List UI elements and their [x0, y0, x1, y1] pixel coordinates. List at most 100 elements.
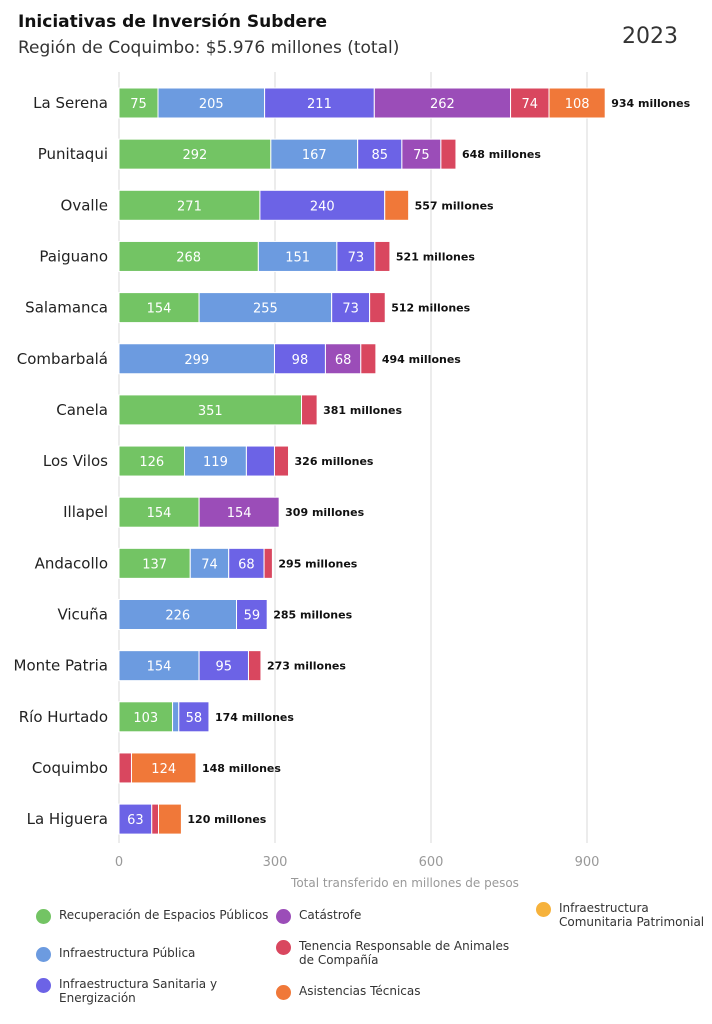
- category-label: Illapel: [63, 503, 108, 521]
- category-label: Los Vilos: [43, 452, 108, 470]
- bar-segment: [118, 547, 191, 579]
- bar-segment: [259, 189, 386, 221]
- total-label: 295 millones: [278, 557, 357, 570]
- total-label: 326 millones: [295, 455, 374, 468]
- x-axis-label: Total transferido en millones de pesos: [290, 876, 519, 890]
- chart-legend: Recuperación de Espacios Públicos Catást…: [36, 898, 712, 1018]
- legend-swatch: [276, 909, 291, 924]
- bar-segment: [130, 752, 197, 784]
- bar-segment: [172, 701, 180, 733]
- data-label: 95: [216, 660, 233, 675]
- data-label: 74: [522, 97, 539, 112]
- data-label: 73: [348, 250, 365, 265]
- category-label: Río Hurtado: [19, 708, 108, 726]
- legend-swatch: [36, 978, 51, 993]
- total-label: 521 millones: [396, 250, 475, 263]
- legend-swatch: [36, 909, 51, 924]
- bar-segment: [369, 292, 386, 324]
- data-label: 268: [176, 250, 201, 265]
- total-label: 148 millones: [202, 762, 281, 775]
- x-tick-label: 300: [263, 855, 288, 870]
- bar-segment: [373, 87, 512, 119]
- legend-item: Infraestructura Sanitaria y Energización: [36, 977, 236, 1005]
- category-label: Paiguano: [39, 247, 108, 265]
- legend-item: Asistencias Técnicas: [276, 984, 506, 1000]
- data-label: 75: [130, 97, 147, 112]
- bar-segment: [118, 189, 261, 221]
- category-label: Andacollo: [35, 554, 108, 572]
- data-label: 240: [310, 199, 335, 214]
- bar-segment: [548, 87, 606, 119]
- stacked-bar-chart: 0 300 600 900 Total transferido en millones …: [14, 72, 691, 890]
- data-label: 75: [413, 148, 430, 163]
- bar-segment: [263, 547, 273, 579]
- bar-segment: [270, 138, 359, 170]
- data-label: 154: [147, 506, 172, 521]
- legend-swatch: [276, 940, 291, 955]
- bar-segment: [236, 599, 268, 630]
- bar-segment: [151, 803, 160, 835]
- data-label: 351: [198, 404, 223, 419]
- bar-segment: [228, 547, 265, 579]
- total-label: 494 millones: [382, 353, 461, 366]
- total-label: 273 millones: [267, 660, 346, 673]
- bar-segment: [118, 240, 259, 272]
- bar-segment: [374, 240, 391, 272]
- bar-segment: [198, 292, 333, 324]
- data-label: 124: [151, 762, 176, 777]
- data-label: 85: [372, 148, 389, 163]
- legend-label: Tenencia Responsable de Animales de Comp…: [299, 939, 510, 967]
- data-label: 68: [238, 557, 255, 572]
- total-label: 512 millones: [391, 302, 470, 315]
- category-label: La Higuera: [27, 810, 108, 828]
- total-label: 934 millones: [611, 97, 690, 110]
- data-label: 271: [177, 199, 202, 214]
- legend-item: Recuperación de Espacios Públicos: [36, 908, 276, 924]
- bar-segment: [264, 87, 375, 119]
- data-label: 108: [565, 97, 590, 112]
- data-label: 151: [285, 250, 310, 265]
- data-label: 126: [139, 455, 164, 470]
- bar-segment: [118, 701, 174, 733]
- bar-segment: [118, 803, 153, 835]
- x-tick-label: 0: [115, 855, 123, 870]
- bar-segment: [178, 701, 210, 733]
- data-label: 74: [201, 557, 218, 572]
- data-label: 255: [253, 302, 278, 317]
- data-label: 73: [342, 302, 359, 317]
- chart-title: Iniciativas de Inversión Subdere: [18, 12, 327, 32]
- data-label: 167: [302, 148, 327, 163]
- bar-segment: [401, 138, 442, 170]
- data-label: 154: [147, 660, 172, 675]
- chart-subtitle: Región de Coquimbo: $5.976 millones (tot…: [18, 38, 400, 58]
- bar-segment: [118, 138, 272, 170]
- category-label: Salamanca: [25, 299, 108, 317]
- legend-label: Infraestructura Comunitaria Patrimonial: [559, 901, 705, 929]
- legend-item: Catástrofe: [276, 908, 506, 924]
- legend-label: Infraestructura Pública: [59, 946, 196, 960]
- legend-swatch: [536, 902, 551, 917]
- legend-swatch: [276, 985, 291, 1000]
- legend-label: Recuperación de Espacios Públicos: [59, 908, 269, 922]
- data-label: 59: [244, 609, 261, 624]
- category-label: Combarbalá: [17, 350, 108, 368]
- bar-segment: [198, 496, 280, 528]
- data-label: 103: [133, 711, 158, 726]
- total-label: 381 millones: [323, 404, 402, 417]
- bar-segment: [118, 496, 200, 528]
- bar-segment: [118, 394, 303, 426]
- bar-segment: [118, 752, 132, 784]
- legend-label: Infraestructura Sanitaria y Energización: [59, 977, 218, 1005]
- bar-segment: [510, 87, 550, 119]
- total-label: 174 millones: [215, 711, 294, 724]
- bar-segment: [440, 138, 457, 170]
- data-label: 98: [292, 353, 309, 368]
- bar-segment: [357, 138, 403, 170]
- legend-item: Infraestructura Comunitaria Patrimonial: [536, 901, 712, 929]
- x-tick-label: 600: [419, 855, 444, 870]
- data-label: 299: [184, 353, 209, 368]
- data-label: 211: [307, 97, 332, 112]
- bar-segment: [189, 547, 230, 579]
- data-label: 68: [335, 353, 352, 368]
- data-label: 154: [147, 302, 172, 317]
